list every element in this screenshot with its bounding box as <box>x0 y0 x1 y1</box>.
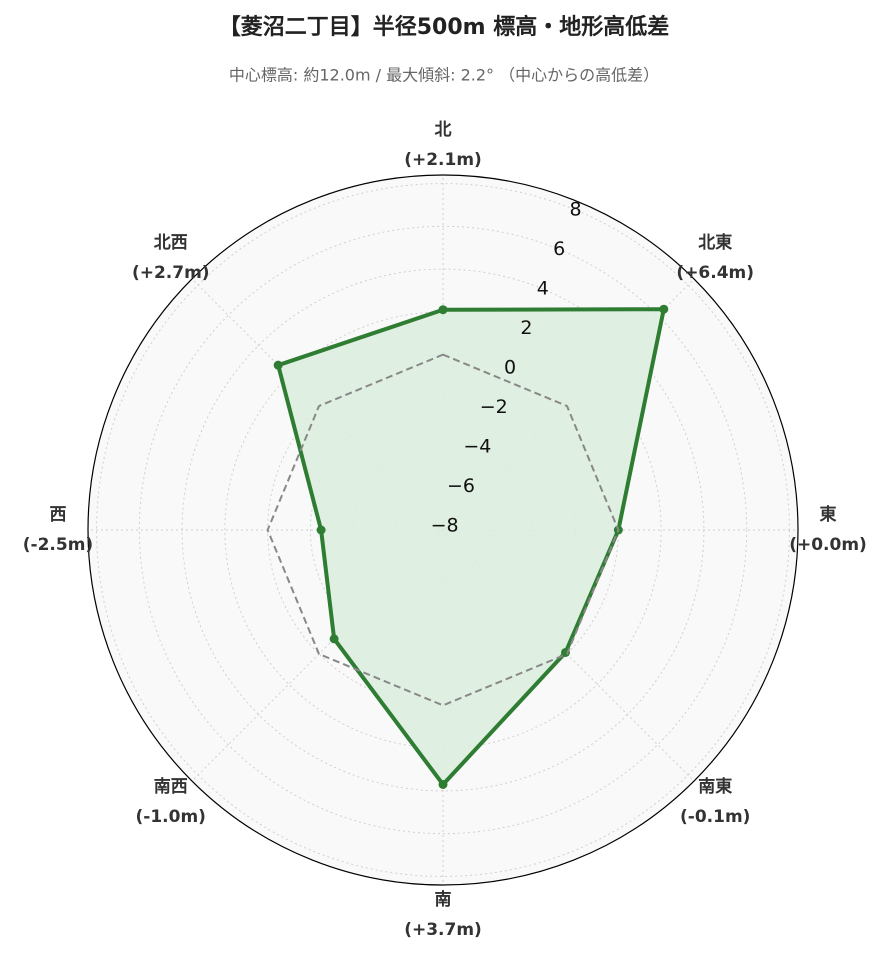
data-point <box>329 634 339 644</box>
value-label: (-1.0m) <box>136 807 206 827</box>
data-point <box>316 525 326 535</box>
r-tick-label: 8 <box>570 198 582 220</box>
category-label: 北 <box>435 120 452 140</box>
category-label: 北西 <box>154 233 188 253</box>
r-tick-label: 6 <box>553 238 565 260</box>
category-label: 東 <box>820 504 837 525</box>
category-label: 南東 <box>698 776 732 797</box>
category-label: 西 <box>50 505 67 525</box>
grid-spoke <box>191 529 444 782</box>
data-point <box>438 305 448 315</box>
r-tick-label: −6 <box>447 475 475 497</box>
value-label: (-0.1m) <box>680 807 750 827</box>
data-point <box>659 304 669 314</box>
r-tick-label: 0 <box>504 356 516 378</box>
grid-circle <box>138 225 748 835</box>
r-tick-label: −8 <box>431 515 459 537</box>
r-tick-label: −4 <box>463 436 491 458</box>
value-label: (+3.7m) <box>404 920 482 940</box>
r-tick-label: 4 <box>537 277 549 299</box>
category-label: 南 <box>435 889 452 910</box>
grid-spoke <box>442 529 695 782</box>
chart-subtitle: 中心標高: 約12.0m / 最大傾斜: 2.2° （中心からの高低差） <box>229 66 659 85</box>
data-point <box>438 779 448 789</box>
value-label: (+2.7m) <box>132 263 210 283</box>
plot-border <box>87 174 799 886</box>
grid-spoke <box>191 278 444 531</box>
series-line <box>266 353 620 707</box>
value-label: (+2.1m) <box>404 150 482 170</box>
series-area <box>278 309 664 785</box>
data-point <box>273 360 283 370</box>
chart-title: 【菱沼二丁目】半径500m 標高・地形高低差 <box>219 14 670 40</box>
value-label: (-2.5m) <box>23 535 93 555</box>
grid-circle <box>224 311 662 749</box>
category-label: 南西 <box>154 776 188 797</box>
r-tick-label: −2 <box>480 396 508 418</box>
value-label: (+0.0m) <box>789 535 867 555</box>
category-label: 北東 <box>698 232 732 253</box>
value-label: (+6.4m) <box>676 263 754 283</box>
r-tick-label: 2 <box>520 317 532 339</box>
